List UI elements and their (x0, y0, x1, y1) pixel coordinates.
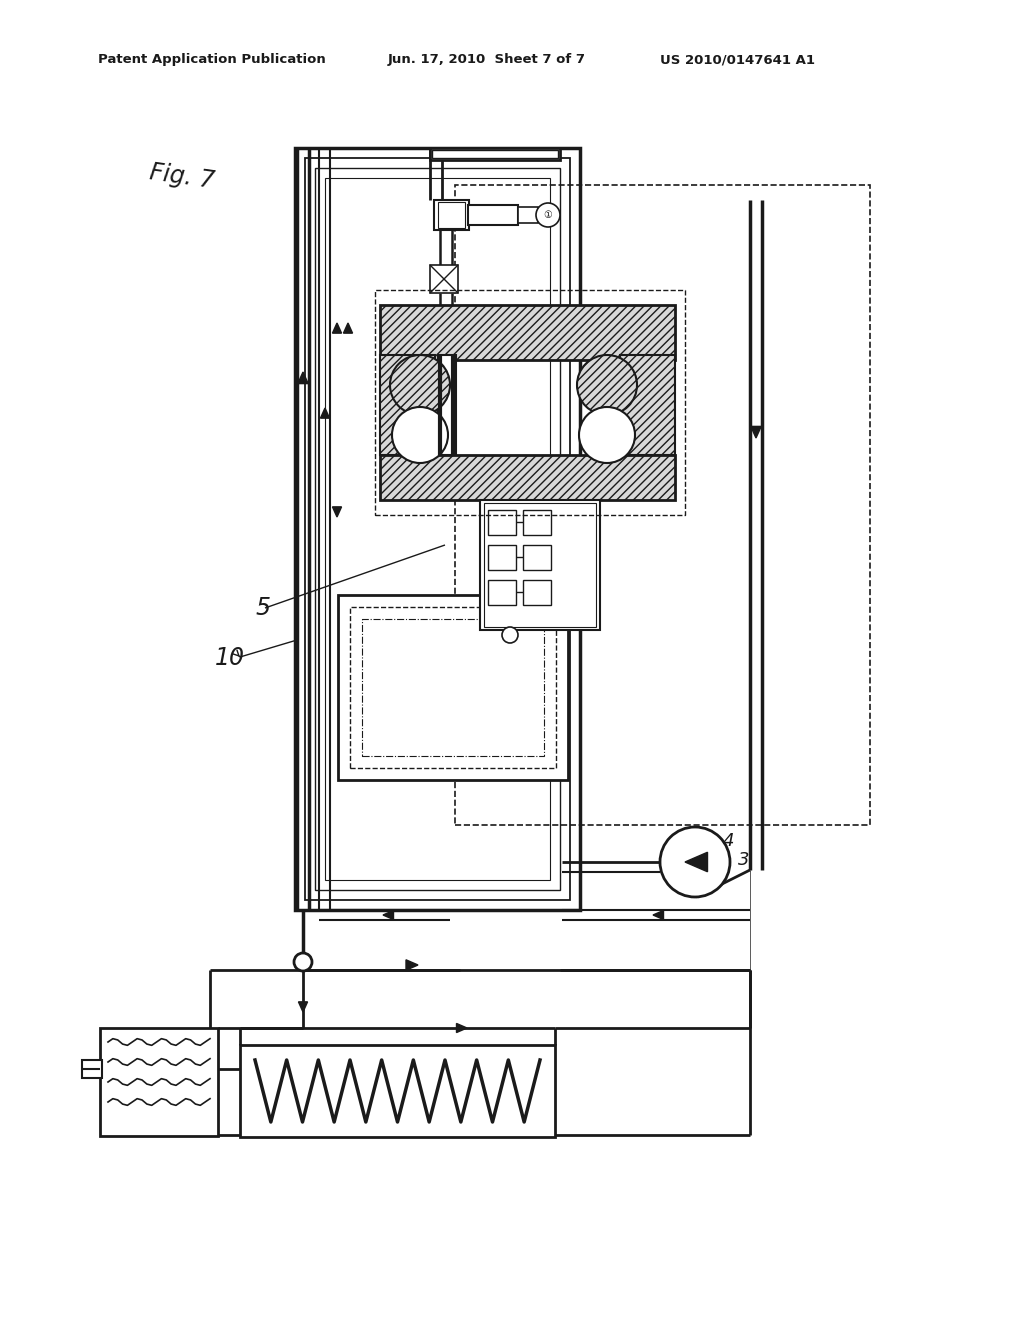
Bar (484, 503, 596, 627)
Circle shape (536, 203, 560, 227)
Bar (362, 619, 544, 756)
Bar (518, 207, 538, 223)
Polygon shape (333, 507, 342, 517)
Circle shape (392, 407, 449, 463)
Polygon shape (298, 1002, 307, 1012)
Bar (488, 579, 516, 605)
Bar (82, 1060, 102, 1078)
Bar (240, 1045, 555, 1137)
Polygon shape (321, 408, 330, 418)
Bar (295, 148, 580, 909)
Text: 4: 4 (723, 832, 734, 850)
Bar (430, 148, 560, 160)
Polygon shape (333, 323, 342, 333)
Bar (488, 510, 516, 535)
Text: ①: ① (544, 210, 552, 220)
Bar (523, 579, 551, 605)
Circle shape (660, 828, 730, 898)
Bar (620, 355, 675, 455)
Bar (380, 455, 675, 500)
Text: US 2010/0147641 A1: US 2010/0147641 A1 (660, 54, 815, 66)
Bar (305, 158, 570, 900)
Text: Jun. 17, 2010  Sheet 7 of 7: Jun. 17, 2010 Sheet 7 of 7 (388, 54, 586, 66)
Bar (375, 290, 685, 515)
Bar (338, 595, 568, 780)
Circle shape (577, 355, 637, 414)
Bar (430, 265, 458, 293)
Bar (455, 185, 870, 825)
Text: Patent Application Publication: Patent Application Publication (98, 54, 326, 66)
Bar (523, 545, 551, 570)
Bar (432, 150, 558, 158)
Bar (380, 305, 675, 360)
Polygon shape (298, 372, 308, 384)
Polygon shape (383, 911, 393, 920)
Text: 3: 3 (738, 851, 750, 869)
Bar (488, 545, 516, 570)
Circle shape (502, 627, 518, 643)
Polygon shape (343, 323, 352, 333)
Polygon shape (653, 911, 664, 920)
Polygon shape (406, 960, 418, 970)
Bar (523, 510, 551, 535)
Bar (480, 500, 600, 630)
Circle shape (579, 407, 635, 463)
Polygon shape (751, 426, 761, 438)
Bar (468, 205, 518, 224)
Bar (325, 178, 550, 880)
Polygon shape (457, 1023, 467, 1032)
Bar (315, 168, 560, 890)
Bar (100, 1028, 218, 1137)
Bar (380, 355, 435, 455)
Bar (350, 607, 556, 768)
Circle shape (294, 953, 312, 972)
Circle shape (390, 355, 450, 414)
Bar (434, 201, 469, 230)
Bar (438, 202, 465, 228)
Text: 10: 10 (215, 645, 245, 671)
Text: Fig. 7: Fig. 7 (148, 160, 216, 193)
Bar (438, 355, 456, 455)
Polygon shape (685, 853, 708, 871)
Text: 5: 5 (256, 597, 271, 620)
